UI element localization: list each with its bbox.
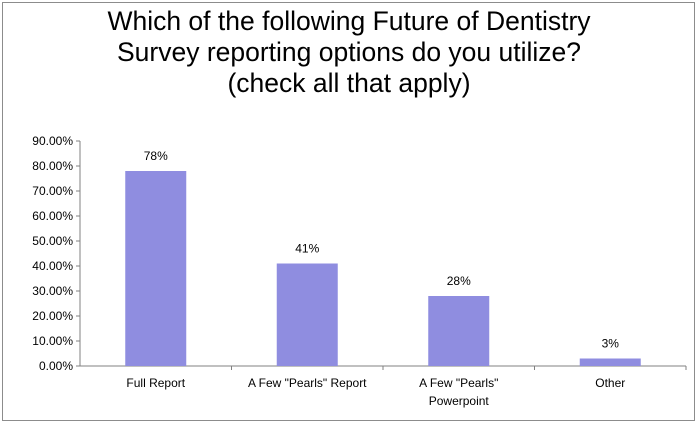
chart-title-line-1: Which of the following Future of Dentist… bbox=[107, 6, 591, 36]
data-labels: 78% 41% 28% 3% bbox=[144, 149, 620, 351]
bar bbox=[276, 263, 338, 366]
category-labels: Full Report A Few "Pearls" Report A Few "P… bbox=[126, 376, 625, 408]
y-tick-label: 30.00% bbox=[32, 284, 73, 298]
category-label: Powerpoint bbox=[429, 394, 490, 408]
chart-title-line-3: (check all that apply) bbox=[227, 68, 471, 98]
y-axis-ticks: 0.00% 10.00% 20.00% 30.00% 40.00% 50.00% 60.00… bbox=[32, 134, 80, 373]
category-label: Full Report bbox=[126, 376, 185, 390]
y-tick-label: 40.00% bbox=[32, 259, 73, 273]
data-label: 41% bbox=[295, 242, 319, 256]
y-tick-label: 90.00% bbox=[32, 134, 73, 148]
y-tick-label: 0.00% bbox=[39, 359, 73, 373]
y-tick-label: 70.00% bbox=[32, 184, 73, 198]
y-tick-label: 20.00% bbox=[32, 309, 73, 323]
y-tick-label: 10.00% bbox=[32, 334, 73, 348]
category-label: A Few "Pearls" Report bbox=[248, 376, 367, 390]
data-label: 28% bbox=[447, 274, 471, 288]
category-label: A Few "Pearls" bbox=[419, 376, 498, 390]
bar bbox=[428, 296, 490, 366]
bar bbox=[579, 358, 641, 366]
y-tick-label: 50.00% bbox=[32, 234, 73, 248]
data-label: 3% bbox=[602, 337, 620, 351]
category-label: Other bbox=[595, 376, 625, 390]
bar bbox=[125, 171, 187, 366]
y-tick-label: 60.00% bbox=[32, 209, 73, 223]
data-label: 78% bbox=[144, 149, 168, 163]
chart-title-line-2: Survey reporting options do you utilize? bbox=[116, 37, 582, 67]
bars bbox=[125, 171, 687, 370]
y-tick-label: 80.00% bbox=[32, 159, 73, 173]
chart-title: Which of the following Future of Dentist… bbox=[0, 6, 698, 99]
